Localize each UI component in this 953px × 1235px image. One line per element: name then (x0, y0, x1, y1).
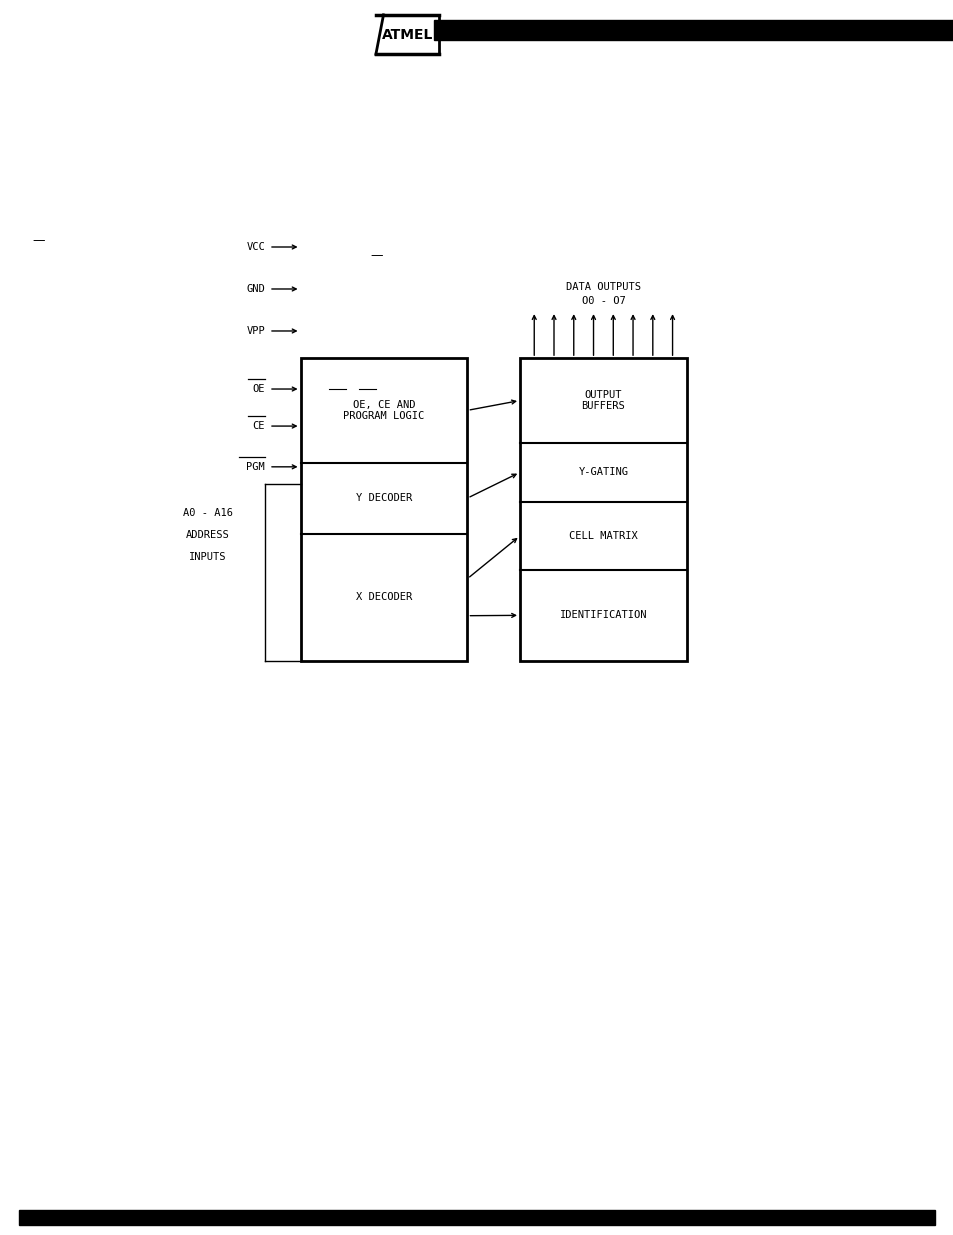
Text: ADDRESS: ADDRESS (186, 530, 230, 540)
Bar (519, 358, 686, 661)
Text: OE, CE AND
PROGRAM LOGIC: OE, CE AND PROGRAM LOGIC (343, 400, 424, 421)
Bar (300, 358, 467, 661)
Text: GND: GND (246, 284, 265, 294)
Text: OE: OE (253, 384, 265, 394)
Text: Y DECODER: Y DECODER (355, 493, 412, 503)
Text: INPUTS: INPUTS (189, 552, 227, 562)
Text: VCC: VCC (246, 242, 265, 252)
Text: Y-GATING: Y-GATING (578, 467, 628, 478)
Text: OUTPUT
BUFFERS: OUTPUT BUFFERS (581, 390, 624, 411)
Text: ATMEL: ATMEL (381, 27, 433, 42)
Text: CELL MATRIX: CELL MATRIX (568, 531, 638, 541)
Text: O0 - O7: O0 - O7 (581, 296, 624, 306)
Text: CE: CE (253, 421, 265, 431)
Bar (434, 21, 953, 41)
Text: —: — (31, 235, 45, 247)
Bar (19, 1210, 934, 1225)
Text: IDENTIFICATION: IDENTIFICATION (559, 610, 646, 620)
Text: A0 - A16: A0 - A16 (183, 508, 233, 517)
Text: PGM: PGM (246, 462, 265, 472)
Text: —: — (370, 249, 383, 262)
Text: X DECODER: X DECODER (355, 593, 412, 603)
Text: VPP: VPP (246, 326, 265, 336)
Text: DATA OUTPUTS: DATA OUTPUTS (565, 282, 640, 291)
